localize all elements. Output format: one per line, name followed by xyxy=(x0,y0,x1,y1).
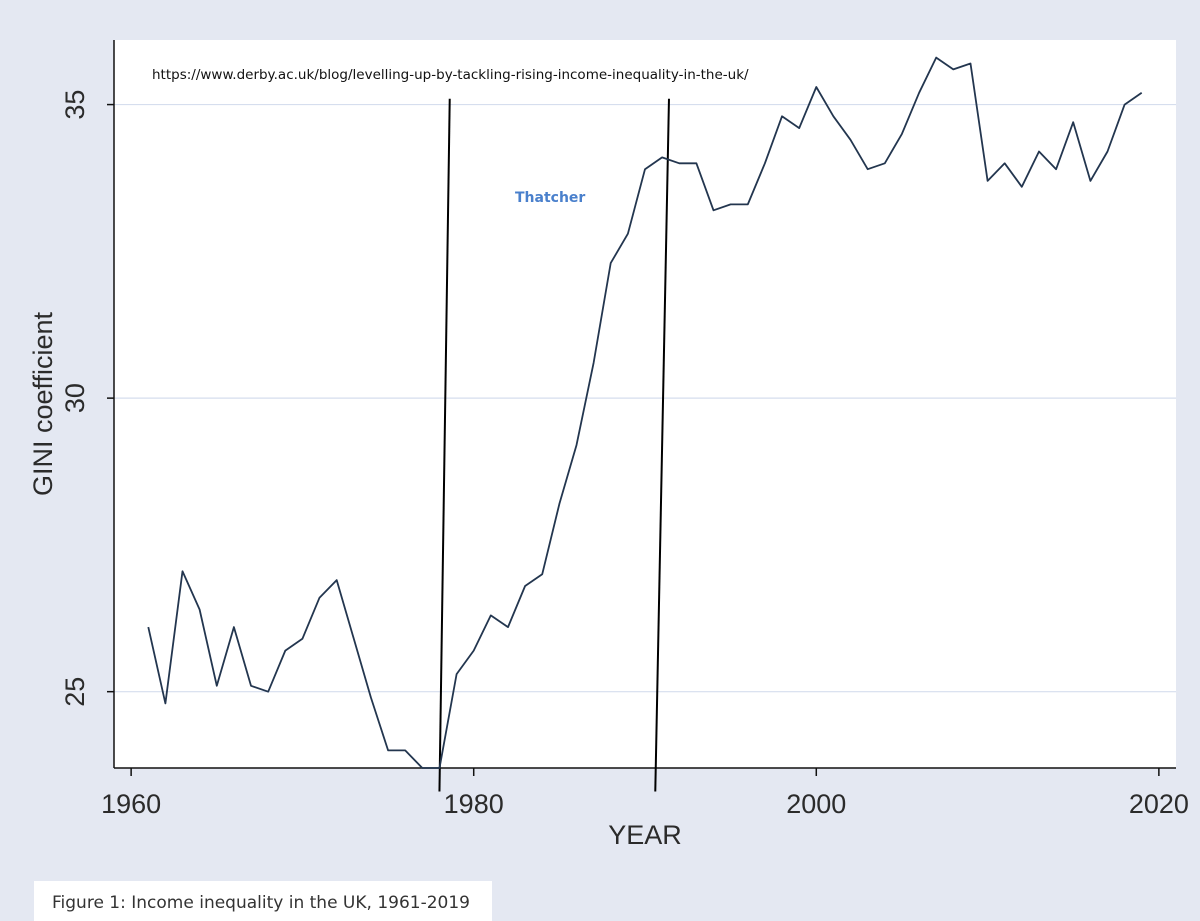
x-axis-title: YEAR xyxy=(608,820,682,850)
period-marker-line xyxy=(654,98,670,792)
x-tick-label: 2020 xyxy=(1129,789,1189,819)
source-url: https://www.derby.ac.uk/blog/levelling-u… xyxy=(152,67,749,83)
y-axis-title: GINI coefficient xyxy=(28,311,58,496)
period-lines xyxy=(438,98,670,792)
period-marker-line xyxy=(438,98,451,792)
figure-caption: Figure 1: Income inequality in the UK, 1… xyxy=(52,893,470,913)
x-tick-label: 1980 xyxy=(444,789,504,819)
x-tick-label: 1960 xyxy=(101,789,161,819)
gini-series-line xyxy=(147,56,1143,769)
y-tick-label: 30 xyxy=(60,383,90,413)
thatcher-label: Thatcher xyxy=(515,190,585,206)
axis-ticks: 25 30 35 1960 1980 2000 2020 xyxy=(60,90,1189,819)
x-tick-label: 2000 xyxy=(786,789,846,819)
y-tick-label: 35 xyxy=(60,90,90,120)
gridlines xyxy=(114,103,1176,693)
caption-panel xyxy=(34,881,492,921)
y-tick-label: 25 xyxy=(60,677,90,707)
plot-area xyxy=(114,40,1176,768)
